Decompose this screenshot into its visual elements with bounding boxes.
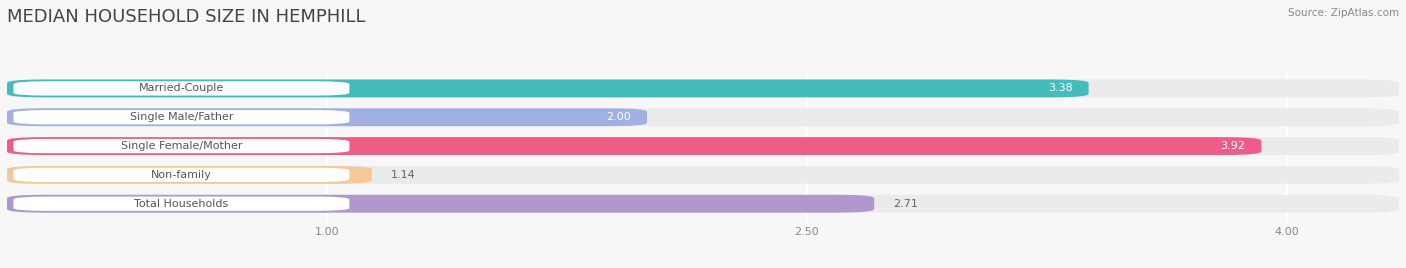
FancyBboxPatch shape: [14, 196, 350, 211]
FancyBboxPatch shape: [7, 166, 371, 184]
FancyBboxPatch shape: [7, 137, 1261, 155]
FancyBboxPatch shape: [7, 108, 1399, 126]
FancyBboxPatch shape: [7, 195, 1399, 213]
Text: Non-family: Non-family: [150, 170, 212, 180]
FancyBboxPatch shape: [14, 139, 350, 153]
FancyBboxPatch shape: [7, 137, 1399, 155]
FancyBboxPatch shape: [7, 108, 647, 126]
FancyBboxPatch shape: [7, 80, 1088, 97]
Text: 2.00: 2.00: [606, 112, 631, 122]
Text: 2.71: 2.71: [893, 199, 918, 209]
FancyBboxPatch shape: [14, 110, 350, 124]
Text: 3.92: 3.92: [1220, 141, 1246, 151]
FancyBboxPatch shape: [7, 80, 1399, 97]
Text: MEDIAN HOUSEHOLD SIZE IN HEMPHILL: MEDIAN HOUSEHOLD SIZE IN HEMPHILL: [7, 8, 366, 26]
FancyBboxPatch shape: [14, 168, 350, 182]
Text: 1.14: 1.14: [391, 170, 416, 180]
FancyBboxPatch shape: [7, 195, 875, 213]
Text: Single Female/Mother: Single Female/Mother: [121, 141, 242, 151]
Text: Married-Couple: Married-Couple: [139, 83, 224, 94]
Text: 3.38: 3.38: [1047, 83, 1073, 94]
Text: Single Male/Father: Single Male/Father: [129, 112, 233, 122]
Text: Total Households: Total Households: [135, 199, 229, 209]
FancyBboxPatch shape: [14, 81, 350, 96]
FancyBboxPatch shape: [7, 166, 1399, 184]
Text: Source: ZipAtlas.com: Source: ZipAtlas.com: [1288, 8, 1399, 18]
